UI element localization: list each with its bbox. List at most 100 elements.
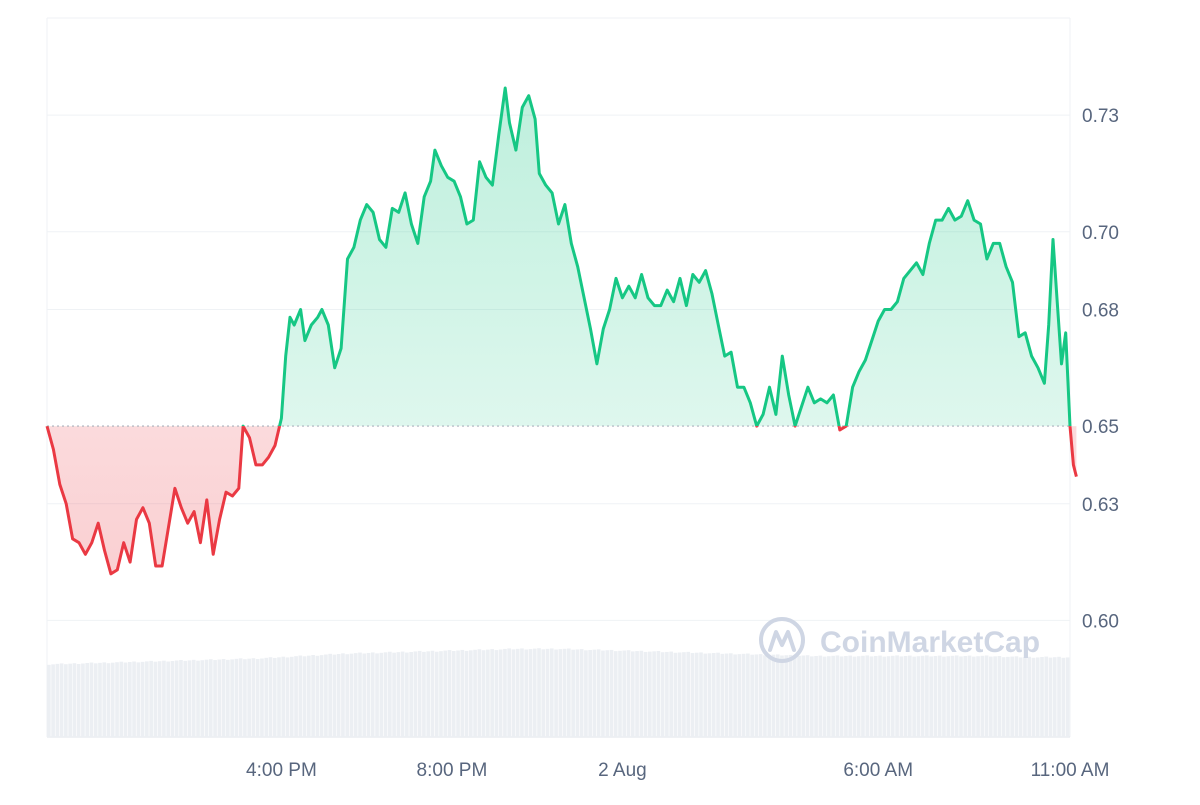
volume-bar	[98, 662, 102, 737]
volume-bar	[170, 661, 175, 737]
volume-bar	[106, 663, 111, 737]
volume-bar	[422, 651, 426, 737]
volume-bar	[797, 655, 801, 737]
volume-bar	[545, 648, 550, 737]
volume-bar	[464, 650, 469, 737]
volume-bar	[886, 656, 891, 737]
volume-bar	[639, 650, 644, 737]
volume-bars	[47, 648, 1070, 737]
volume-bar	[818, 655, 823, 737]
volume-bar	[247, 658, 251, 737]
volume-bar	[648, 651, 652, 737]
volume-bar	[878, 655, 882, 737]
y-tick-label: 0.65	[1082, 417, 1119, 438]
volume-bar	[746, 653, 750, 737]
volume-bar	[1035, 657, 1040, 737]
volume-bar	[848, 655, 853, 737]
volume-bar	[1061, 657, 1066, 737]
volume-bar	[733, 654, 737, 737]
volume-bar	[942, 656, 946, 737]
volume-bar	[132, 661, 136, 737]
volume-bar	[191, 659, 196, 737]
price-line-up	[47, 86, 1072, 427]
volume-bar	[47, 664, 51, 737]
volume-bar	[515, 648, 520, 737]
volume-bar	[285, 657, 290, 737]
volume-bar	[311, 655, 315, 737]
volume-bar	[758, 654, 763, 737]
volume-bar	[630, 651, 635, 737]
volume-bar	[358, 652, 362, 737]
volume-bar	[622, 650, 627, 737]
volume-bar	[754, 654, 759, 737]
volume-bar	[490, 649, 494, 737]
volume-bar	[869, 656, 874, 737]
volume-bar	[187, 660, 192, 737]
x-tick-label: 11:00 AM	[1031, 760, 1110, 781]
volume-bar	[127, 662, 132, 737]
volume-bar	[507, 648, 512, 737]
volume-bar	[149, 660, 153, 737]
volume-bar	[417, 650, 422, 737]
volume-bar	[737, 654, 742, 737]
volume-bar	[451, 651, 456, 737]
volume-bar	[643, 651, 648, 737]
volume-bar	[967, 655, 972, 737]
volume-bar	[140, 661, 145, 737]
volume-bar	[234, 658, 239, 737]
volume-bar	[1023, 657, 1027, 737]
volume-bar	[302, 656, 307, 737]
volume-bar	[763, 655, 767, 737]
volume-bar	[584, 650, 588, 737]
volume-bar	[890, 655, 895, 737]
volume-bar	[59, 663, 64, 737]
volume-bar	[861, 655, 865, 737]
volume-bar	[272, 657, 277, 737]
volume-bar	[805, 655, 810, 737]
volume-bar	[524, 649, 529, 737]
volume-bar	[392, 652, 396, 737]
volume-bar	[775, 654, 780, 737]
volume-bar	[682, 652, 686, 737]
volume-bar	[460, 649, 465, 737]
volume-bar	[362, 653, 367, 737]
volume-bar	[571, 649, 575, 737]
volume-bar	[528, 649, 533, 737]
volume-bar	[703, 653, 708, 737]
volume-bar	[562, 648, 567, 737]
volume-bar	[588, 649, 592, 737]
volume-bar	[916, 656, 921, 737]
volume-bar	[260, 658, 264, 737]
volume-bar	[971, 656, 976, 737]
volume-bar	[294, 656, 298, 737]
volume-bar	[1010, 656, 1014, 737]
volume-bar	[1057, 656, 1061, 737]
volume-bar	[307, 655, 311, 737]
volume-bar	[64, 664, 68, 737]
volume-bar	[183, 660, 188, 737]
volume-bar	[596, 649, 601, 737]
volume-bar	[208, 659, 213, 737]
volume-bar	[767, 654, 772, 737]
volume-bar	[447, 650, 452, 737]
volume-bar	[110, 662, 115, 737]
volume-bar	[388, 651, 392, 737]
volume-bar	[814, 656, 818, 737]
volume-bar	[959, 656, 963, 737]
volume-bar	[264, 657, 269, 737]
watermark-text: CoinMarketCap	[820, 626, 1040, 659]
volume-bar	[76, 664, 81, 737]
volume-bar	[336, 653, 341, 737]
volume-bar	[609, 649, 614, 737]
volume-bar	[179, 660, 183, 737]
volume-bar	[933, 656, 938, 737]
volume-bar	[652, 651, 656, 737]
volume-bar	[277, 657, 281, 737]
volume-bar	[835, 655, 840, 737]
volume-bar	[554, 649, 558, 737]
volume-bar	[405, 652, 409, 737]
volume-bar	[750, 654, 754, 737]
volume-bar	[481, 650, 486, 737]
volume-bar	[954, 655, 959, 737]
